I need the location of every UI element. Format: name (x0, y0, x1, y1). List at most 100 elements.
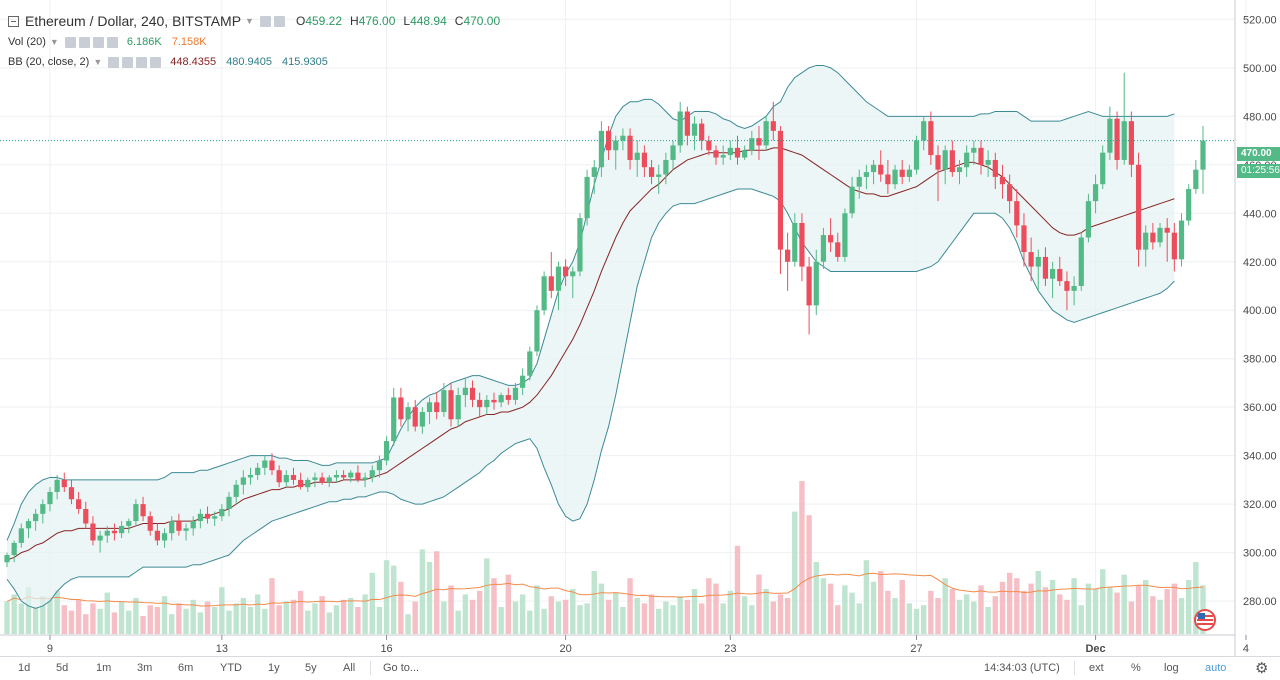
eye-icon[interactable] (259, 15, 271, 27)
close-icon[interactable] (150, 56, 162, 68)
volume-bar (240, 598, 247, 634)
volume-bar (777, 594, 784, 634)
volume-bar (677, 596, 683, 634)
volume-bar (61, 605, 67, 634)
close-value: 470.00 (463, 14, 501, 28)
eye-icon[interactable] (64, 36, 76, 48)
volume-bar (1128, 601, 1135, 634)
candle-body (713, 150, 719, 158)
range-1m-button[interactable]: 1m (96, 662, 112, 674)
candle-body (426, 402, 433, 413)
volume-bar (1100, 569, 1106, 634)
y-tick-label: 520.00 (1243, 14, 1277, 26)
bb-basis-value: 448.4355 (170, 56, 217, 68)
utc-clock[interactable]: 14:34:03 (UTC) (984, 662, 1060, 674)
range-all-button[interactable]: All (343, 662, 356, 674)
candle-body (663, 159, 669, 175)
candle-body (312, 477, 318, 480)
candle-body (1150, 232, 1156, 243)
volume-bar (434, 551, 440, 634)
settings-icon[interactable] (273, 15, 285, 27)
candle-body (899, 169, 905, 177)
candle-body (770, 121, 776, 131)
volume-bar (426, 562, 433, 634)
plus-icon[interactable] (136, 56, 148, 68)
settings-icon[interactable] (122, 56, 134, 68)
candle-body (484, 399, 490, 408)
volume-bar (1171, 583, 1178, 634)
percent-toggle[interactable]: % (1131, 662, 1141, 674)
range-6m-button[interactable]: 6m (178, 662, 194, 674)
candle-body (921, 121, 927, 141)
ext-toggle[interactable]: ext (1089, 662, 1104, 674)
symbol-title[interactable]: Ethereum / Dollar, 240, BITSTAMP (25, 13, 242, 29)
volume-bar (219, 587, 225, 634)
range-5y-button[interactable]: 5y (305, 662, 317, 674)
range-3m-button[interactable]: 3m (137, 662, 153, 674)
candle-body (333, 475, 340, 478)
volume-bar (398, 581, 404, 634)
chevron-down-icon[interactable]: ▼ (245, 16, 254, 26)
volume-bar (462, 594, 469, 634)
chevron-down-icon[interactable]: ▼ (49, 37, 59, 47)
y-tick-label: 300.00 (1243, 548, 1277, 560)
price-axis[interactable]: 280.00 300.00 320.00 340.00 360.00 380.00 400.… (1243, 14, 1277, 608)
candle-body (25, 521, 32, 529)
x-tick-label: 9 (47, 643, 53, 655)
candle-body (949, 150, 955, 173)
settings-icon[interactable] (78, 36, 90, 48)
volume-bar (799, 481, 805, 634)
candle-body (1114, 118, 1120, 160)
log-toggle[interactable]: log (1164, 662, 1179, 674)
candle-body (813, 261, 819, 306)
range-1d-button[interactable]: 1d (18, 662, 31, 674)
eye-icon[interactable] (108, 56, 120, 68)
candle-body (706, 140, 712, 151)
volume-bar (1049, 580, 1056, 634)
x-tick-label: 13 (216, 643, 228, 655)
bb-legend-name[interactable]: BB (20, close, 2) (8, 56, 90, 68)
candle-body (391, 397, 397, 442)
range-ytd-button[interactable]: YTD (220, 662, 242, 674)
volume-legend-name[interactable]: Vol (20) (8, 36, 46, 48)
volume-bar (312, 603, 318, 634)
range-1y-button[interactable]: 1y (268, 662, 280, 674)
volume-bar (784, 598, 791, 634)
volume-bar (720, 603, 726, 634)
volume-bar (83, 614, 89, 634)
collapse-icon[interactable] (8, 15, 19, 27)
candle-body (863, 172, 870, 177)
volume-bar (928, 590, 934, 634)
y-tick-label: 420.00 (1243, 257, 1277, 269)
us-flag-icon[interactable] (1194, 609, 1216, 631)
candle-body (40, 504, 46, 514)
volume-ma-value: 7.158K (171, 36, 207, 48)
range-5d-button[interactable]: 5d (56, 662, 69, 674)
last-price-tag: 470.00 (1237, 147, 1280, 161)
volume-bar (11, 594, 17, 634)
candle-body (1050, 269, 1056, 279)
volume-bar (90, 603, 96, 634)
candle-body (656, 174, 662, 177)
candle-body (247, 475, 254, 478)
goto-button[interactable]: Go to... (383, 662, 420, 674)
bb-upper-line (6, 64, 1175, 541)
chevron-down-icon[interactable]: ▼ (93, 57, 103, 67)
candle-body (290, 475, 297, 480)
candle-body (1143, 232, 1149, 250)
time-axis[interactable]: 91316202327Dec4711 (47, 635, 1280, 655)
volume-bar (68, 610, 75, 634)
candle-body (971, 147, 977, 153)
candle-body (1186, 189, 1192, 221)
candle-body (849, 186, 855, 214)
auto-toggle[interactable]: auto (1205, 662, 1227, 674)
y-tick-label: 500.00 (1243, 63, 1277, 75)
close-icon[interactable] (106, 36, 118, 48)
volume-bar (147, 605, 153, 634)
volume-legend: Vol (20) ▼ 6.186K 7.158K (8, 36, 207, 48)
candle-body (935, 155, 941, 170)
plus-icon[interactable] (92, 36, 104, 48)
volume-bar (1021, 590, 1027, 634)
gear-icon[interactable]: ⚙ (1255, 660, 1269, 677)
